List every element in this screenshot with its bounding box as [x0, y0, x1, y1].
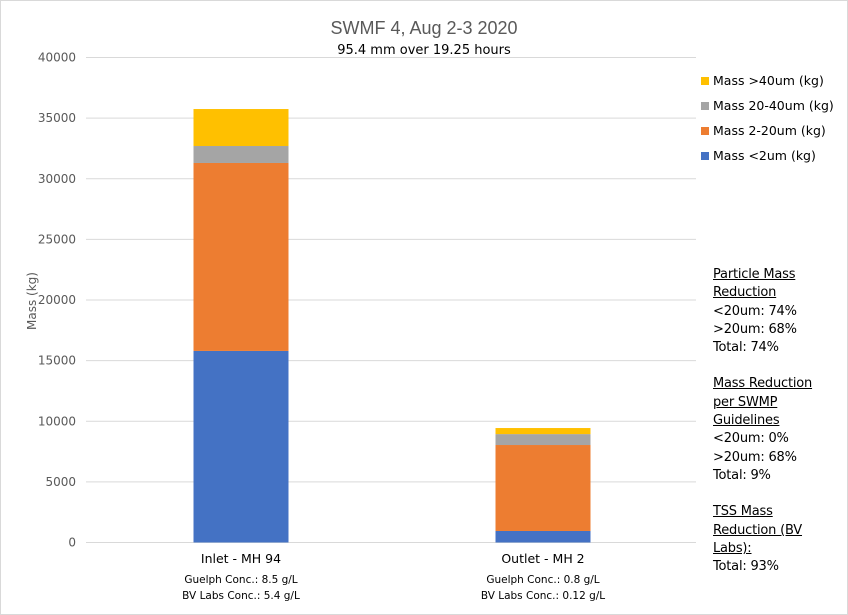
legend-entry: Mass 20-40um (kg) [713, 98, 834, 113]
annotation-line: Total: 9% [713, 467, 771, 483]
chart-title: SWMF 4, Aug 2-3 2020 [330, 18, 517, 38]
category-sublabel: BV Labs Conc.: 5.4 g/L [182, 590, 300, 602]
annotation-line: >20um: 68% [713, 449, 797, 465]
bar-segment [495, 434, 591, 446]
bar-segment [495, 445, 591, 531]
annotation-heading: per SWMP [713, 394, 778, 410]
category-label: Outlet - MH 2 [501, 551, 584, 566]
y-tick-label: 15000 [38, 354, 76, 368]
legend-swatch [701, 77, 709, 85]
y-tick-label: 30000 [38, 172, 76, 186]
category-sublabel: Guelph Conc.: 0.8 g/L [486, 574, 599, 586]
y-tick-label: 20000 [38, 293, 76, 307]
annotation-heading: TSS Mass [713, 504, 773, 520]
legend-swatch [701, 102, 709, 110]
y-tick-label: 0 [68, 536, 76, 550]
annotation-line: <20um: 0% [713, 431, 789, 447]
y-tick-label: 5000 [45, 475, 76, 489]
legend-entry: Mass 2-20um (kg) [713, 123, 826, 138]
bar-segment [193, 146, 289, 163]
y-tick-label: 40000 [38, 51, 76, 65]
bar-segment [495, 530, 591, 543]
legend-swatch [701, 152, 709, 160]
annotation-heading: Guidelines [713, 413, 780, 429]
legend-swatch [701, 127, 709, 135]
legend-entry: Mass >40um (kg) [713, 73, 824, 88]
bar-segment [193, 162, 289, 351]
reduction-annotations: Particle Mass Reduction <20um: 74% >20um: 6… [713, 266, 812, 576]
spacer [713, 357, 812, 375]
category-sublabel: BV Labs Conc.: 0.12 g/L [481, 590, 605, 602]
annotation-heading: Mass Reduction [713, 376, 813, 392]
y-tick-label: 25000 [38, 232, 76, 246]
annotation-heading: Particle Mass [713, 267, 796, 282]
y-tick-label: 10000 [38, 414, 76, 428]
spacer [713, 485, 812, 503]
annotation-heading: Reduction [713, 285, 777, 301]
annotation-line: Total: 93% [713, 559, 779, 575]
annotation-line: >20um: 68% [713, 321, 797, 337]
annotation-heading: Labs): [713, 540, 752, 556]
annotation-line: Total: 74% [713, 340, 779, 356]
bar-segment [193, 350, 289, 543]
category-label: Inlet - MH 94 [201, 551, 281, 566]
annotation-line: <20um: 74% [713, 303, 797, 319]
annotation-heading: Reduction (BV [713, 522, 803, 538]
chart-subtitle: 95.4 mm over 19.25 hours [337, 43, 511, 58]
bar-segment [495, 428, 591, 435]
category-sublabel: Guelph Conc.: 8.5 g/L [184, 574, 297, 586]
bar-segment [193, 109, 289, 147]
y-axis-label: Mass (kg) [25, 272, 39, 330]
y-tick-label: 35000 [38, 111, 76, 125]
legend-entry: Mass <2um (kg) [713, 148, 816, 163]
